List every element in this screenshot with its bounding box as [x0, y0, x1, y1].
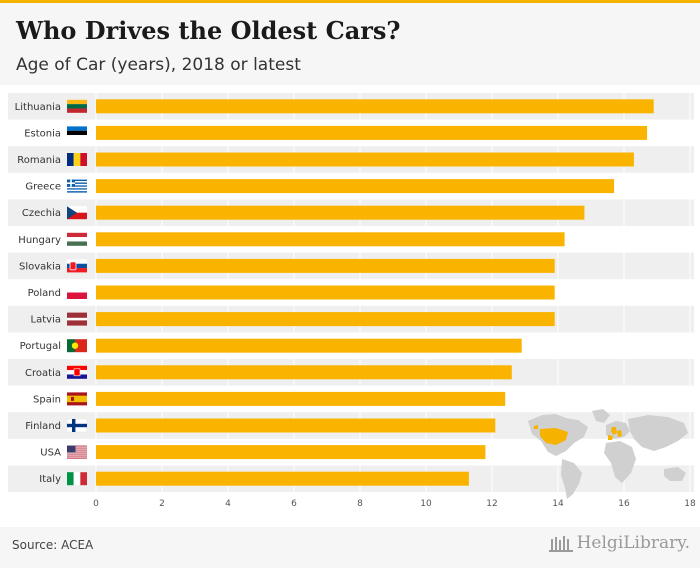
category-label: Lithuania	[15, 102, 61, 113]
category-label: Hungary	[18, 235, 61, 246]
usa-flag-icon	[67, 445, 87, 459]
chart-title: Who Drives the Oldest Cars?	[16, 16, 401, 45]
romania-flag-icon	[67, 153, 87, 166]
portugal-flag-icon	[67, 339, 87, 353]
croatia-flag-icon	[67, 365, 87, 379]
italy-flag-icon	[67, 472, 87, 486]
x-tick-label: 12	[486, 499, 497, 509]
bar-hungary	[96, 232, 565, 247]
category-label: Poland	[28, 288, 61, 299]
header: Who Drives the Oldest Cars? Age of Car (…	[0, 3, 700, 85]
lithuania-flag-icon	[67, 99, 87, 113]
bar-lithuania	[96, 99, 654, 114]
bar-czechia	[96, 205, 585, 220]
poland-flag-icon	[67, 286, 87, 299]
accent-bar	[0, 0, 700, 3]
latvia-flag-icon	[67, 312, 87, 326]
bar-chart: Lithuania Estonia Romania Greece Czechia Hung…	[8, 93, 696, 509]
x-tick-label: 0	[93, 499, 99, 509]
bar-greece	[96, 179, 615, 194]
finland-flag-icon	[66, 418, 88, 433]
bar-spain	[96, 391, 506, 406]
category-label: Portugal	[20, 341, 61, 352]
slovakia-flag-icon	[67, 259, 87, 273]
bar-latvia	[96, 312, 555, 327]
bar-croatia	[96, 365, 512, 380]
brand-name: HelgiLibrary.	[576, 533, 690, 553]
x-tick-label: 6	[291, 499, 297, 509]
category-label: Croatia	[25, 368, 61, 379]
estonia-flag-icon	[67, 126, 87, 140]
x-tick-label: 4	[225, 499, 231, 509]
bar-romania	[96, 152, 634, 167]
hungary-flag-icon	[67, 232, 87, 246]
footer: Source: ACEA HelgiLibrary.	[0, 527, 700, 568]
x-tick-label: 16	[618, 499, 630, 509]
x-tick-label: 8	[357, 499, 363, 509]
x-axis-ticks: 0 2 4 6 8 10 12 14 16 18	[93, 499, 696, 509]
bar-italy	[96, 471, 469, 486]
category-label: Latvia	[31, 315, 61, 326]
category-label: Czechia	[22, 208, 61, 219]
source-label: Source: ACEA	[12, 538, 94, 552]
world-map-icon	[528, 409, 688, 499]
brand-logo: HelgiLibrary.	[548, 533, 690, 553]
x-tick-label: 10	[420, 499, 432, 509]
bar-usa	[96, 445, 486, 460]
library-icon	[548, 536, 573, 552]
category-label: Greece	[25, 182, 61, 193]
x-tick-label: 18	[684, 499, 696, 509]
bars	[96, 99, 654, 486]
czechia-flag-icon	[67, 206, 87, 220]
flags	[66, 99, 88, 486]
category-label: Romania	[17, 155, 61, 166]
bar-finland	[96, 418, 496, 433]
x-tick-label: 2	[159, 499, 165, 509]
category-label: Slovakia	[19, 261, 61, 272]
bar-slovakia	[96, 258, 555, 273]
chart-subtitle: Age of Car (years), 2018 or latest	[16, 55, 301, 75]
x-tick-label: 14	[552, 499, 564, 509]
greece-flag-icon	[67, 179, 87, 193]
bar-portugal	[96, 338, 522, 353]
bar-estonia	[96, 125, 648, 140]
category-label: Spain	[33, 394, 61, 405]
category-label: Estonia	[24, 128, 61, 139]
category-label: USA	[40, 448, 61, 459]
spain-flag-icon	[67, 392, 87, 406]
category-label: Finland	[25, 421, 61, 432]
bar-poland	[96, 285, 555, 300]
category-label: Italy	[39, 474, 61, 485]
category-labels: Lithuania Estonia Romania Greece Czechia Hung…	[15, 102, 61, 485]
